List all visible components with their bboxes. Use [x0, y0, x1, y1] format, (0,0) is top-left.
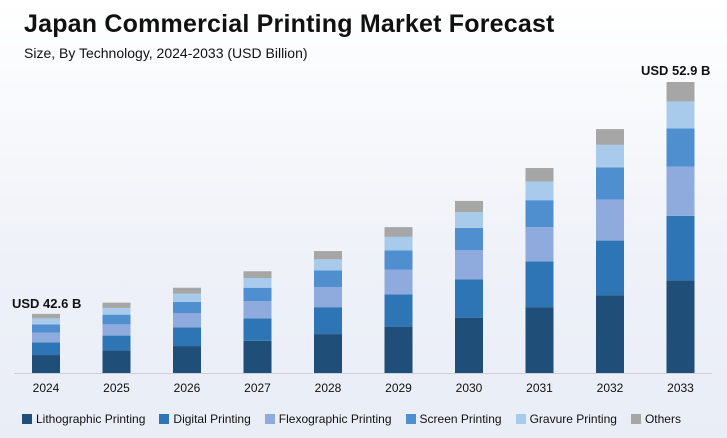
bar-segment-screen-printing-2033 — [666, 128, 695, 167]
bar-segment-lithographic-printing-2029 — [384, 326, 413, 373]
bar-segment-screen-printing-2026 — [173, 301, 201, 314]
bar-segment-digital-printing-2032 — [596, 240, 624, 296]
bar-segment-flexographic-printing-2029 — [384, 269, 413, 295]
bar-segment-flexographic-printing-2030 — [455, 250, 483, 280]
legend-swatch — [630, 414, 641, 424]
legend-label: Screen Printing — [419, 412, 502, 426]
bar-segment-flexographic-printing-2033 — [666, 166, 695, 216]
chart-title: Japan Commercial Printing Market Forecas… — [24, 10, 555, 38]
bar-segment-digital-printing-2033 — [666, 215, 695, 281]
bar-segment-others-2025 — [102, 302, 131, 308]
legend-item-digital-printing: Digital Printing — [159, 412, 251, 426]
bar-segment-lithographic-printing-2028 — [314, 334, 342, 373]
bar-segment-lithographic-printing-2030 — [455, 317, 483, 373]
bar-segment-screen-printing-2031 — [525, 200, 554, 228]
bar-segment-flexographic-printing-2031 — [525, 227, 554, 262]
bar-segment-lithographic-printing-2032 — [596, 295, 624, 373]
bar-segment-gravure-printing-2027 — [243, 277, 272, 288]
x-tick-label: 2033 — [667, 381, 694, 395]
bar-segment-gravure-printing-2024 — [32, 318, 60, 325]
last-year-total-label: USD 52.9 B — [641, 63, 711, 78]
bar-segment-gravure-printing-2025 — [102, 307, 131, 315]
bar-segment-lithographic-printing-2026 — [173, 346, 201, 373]
x-tick-label: 2025 — [103, 381, 130, 395]
bar-segment-others-2028 — [314, 251, 342, 260]
bar-segment-gravure-printing-2033 — [666, 101, 695, 129]
bar-segment-digital-printing-2027 — [243, 318, 272, 341]
bar-segment-lithographic-printing-2025 — [102, 350, 131, 373]
bar-segment-flexographic-printing-2032 — [596, 199, 624, 241]
bar-segment-digital-printing-2030 — [455, 279, 483, 318]
legend-label: Flexographic Printing — [278, 412, 392, 426]
bar-segment-digital-printing-2026 — [173, 327, 201, 347]
bar-segment-digital-printing-2025 — [102, 335, 131, 351]
chart-legend: Lithographic Printing Digital Printing Fle… — [22, 410, 695, 428]
bar-segment-screen-printing-2027 — [243, 287, 272, 302]
x-tick-label: 2027 — [244, 381, 271, 395]
bar-segment-gravure-printing-2026 — [173, 293, 201, 302]
legend-label: Digital Printing — [173, 412, 251, 426]
bar-segment-gravure-printing-2028 — [314, 259, 342, 271]
bar-segment-screen-printing-2025 — [102, 314, 131, 325]
bar-segment-others-2030 — [455, 200, 483, 213]
legend-item-flexographic-printing: Flexographic Printing — [264, 412, 392, 426]
bar-segment-gravure-printing-2032 — [596, 144, 624, 168]
bar-segment-others-2029 — [384, 227, 413, 237]
legend-item-others: Others — [630, 412, 681, 426]
bar-segment-flexographic-printing-2025 — [102, 324, 131, 336]
x-tick-label: 2030 — [456, 381, 483, 395]
x-tick-label: 2024 — [33, 381, 60, 395]
legend-swatch — [22, 414, 32, 424]
bar-segment-screen-printing-2029 — [384, 250, 413, 270]
legend-item-screen-printing: Screen Printing — [405, 412, 502, 426]
bar-segment-flexographic-printing-2024 — [32, 332, 60, 343]
bar-segment-digital-printing-2031 — [525, 261, 554, 308]
bar-segment-others-2026 — [173, 287, 201, 294]
x-tick-label: 2032 — [597, 381, 624, 395]
legend-swatch — [405, 414, 416, 424]
bar-segment-lithographic-printing-2033 — [666, 280, 695, 373]
x-tick-label: 2029 — [385, 381, 412, 395]
bar-segment-gravure-printing-2031 — [525, 181, 554, 201]
legend-swatch — [515, 414, 526, 424]
bar-segment-digital-printing-2024 — [32, 342, 60, 356]
legend-swatch — [159, 414, 170, 424]
bar-segment-screen-printing-2032 — [596, 167, 624, 200]
bar-segment-others-2027 — [243, 271, 272, 278]
bar-segment-others-2024 — [32, 313, 60, 319]
bar-segment-others-2031 — [525, 168, 554, 182]
x-tick-label: 2028 — [315, 381, 342, 395]
bar-segment-lithographic-printing-2031 — [525, 307, 554, 373]
bar-segment-lithographic-printing-2027 — [243, 340, 272, 373]
legend-label: Gravure Printing — [529, 412, 617, 426]
x-tick-label: 2031 — [526, 381, 553, 395]
bar-segment-flexographic-printing-2026 — [173, 313, 201, 328]
chart-subtitle: Size, By Technology, 2024-2033 (USD Bill… — [24, 45, 308, 61]
bar-segment-screen-printing-2030 — [455, 227, 483, 251]
legend-item-gravure-printing: Gravure Printing — [515, 412, 617, 426]
bar-segment-lithographic-printing-2024 — [32, 355, 60, 373]
bar-segment-flexographic-printing-2027 — [243, 301, 272, 319]
legend-item-lithographic-printing: Lithographic Printing — [22, 412, 145, 426]
bar-segment-others-2032 — [596, 129, 624, 145]
x-tick-label: 2026 — [174, 381, 201, 395]
bar-segment-flexographic-printing-2028 — [314, 286, 342, 308]
legend-swatch — [264, 414, 275, 424]
bar-segment-digital-printing-2028 — [314, 307, 342, 335]
legend-label: Others — [644, 412, 681, 426]
bar-segment-digital-printing-2029 — [384, 294, 413, 327]
bar-segment-gravure-printing-2030 — [455, 212, 483, 228]
bar-segment-screen-printing-2028 — [314, 270, 342, 287]
first-year-total-label: USD 42.6 B — [12, 296, 82, 311]
bar-segment-gravure-printing-2029 — [384, 236, 413, 251]
bar-segment-screen-printing-2024 — [32, 324, 60, 333]
legend-label: Lithographic Printing — [36, 412, 146, 426]
bar-segment-others-2033 — [666, 82, 695, 102]
